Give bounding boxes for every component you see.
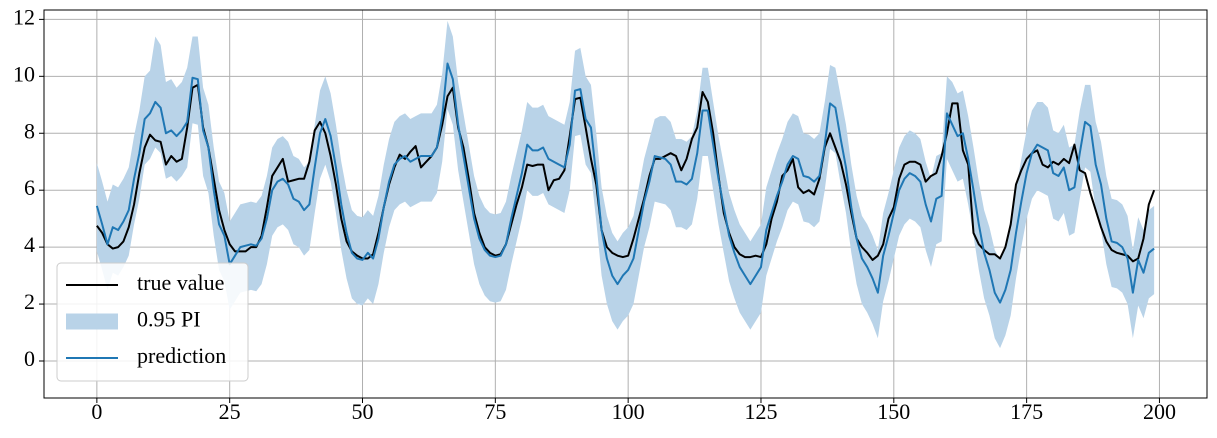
legend-label: prediction xyxy=(137,343,226,368)
legend-swatch xyxy=(66,313,118,330)
x-tick-label: 0 xyxy=(91,399,102,424)
legend-box xyxy=(56,262,249,382)
y-tick-label: 6 xyxy=(24,175,35,200)
x-tick-label: 25 xyxy=(219,399,241,424)
legend-label: true value xyxy=(137,270,224,295)
x-tick-label: 125 xyxy=(744,399,777,424)
y-tick-label: 2 xyxy=(24,289,35,314)
x-tick-label: 50 xyxy=(352,399,374,424)
x-tick-label: 75 xyxy=(484,399,506,424)
y-tick-label: 10 xyxy=(13,61,35,86)
interval-band xyxy=(96,20,1155,349)
plot-frame xyxy=(43,9,1208,399)
x-tick-label: 100 xyxy=(612,399,645,424)
legend-label: 0.95 PI xyxy=(137,307,201,332)
series-line xyxy=(96,83,1156,263)
x-tick-label: 150 xyxy=(877,399,910,424)
y-tick-label: 8 xyxy=(24,118,35,143)
series-line xyxy=(95,62,1155,304)
legend: true value 0.95 PI prediction xyxy=(56,262,249,382)
x-tick-label: 175 xyxy=(1010,399,1043,424)
y-tick-label: 0 xyxy=(24,346,35,371)
y-tick-label: 12 xyxy=(13,4,35,29)
y-tick-label: 4 xyxy=(24,232,35,257)
x-tick-label: 200 xyxy=(1143,399,1176,424)
